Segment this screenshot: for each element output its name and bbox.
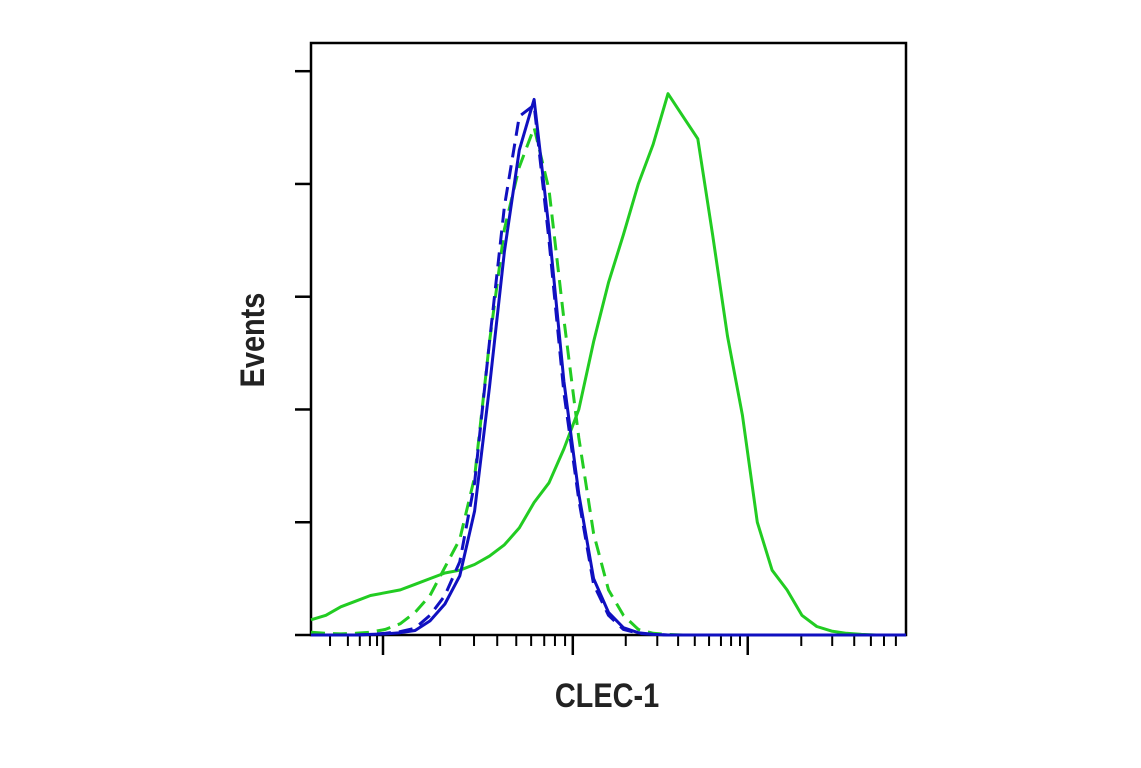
histogram-line	[311, 103, 906, 637]
y-axis-label: Events	[233, 293, 272, 388]
histogram-line	[311, 97, 906, 637]
plot-frame	[309, 41, 908, 637]
x-axis-label: CLEC-1	[555, 676, 659, 715]
histogram-line	[310, 126, 906, 637]
histogram-line	[310, 92, 906, 637]
